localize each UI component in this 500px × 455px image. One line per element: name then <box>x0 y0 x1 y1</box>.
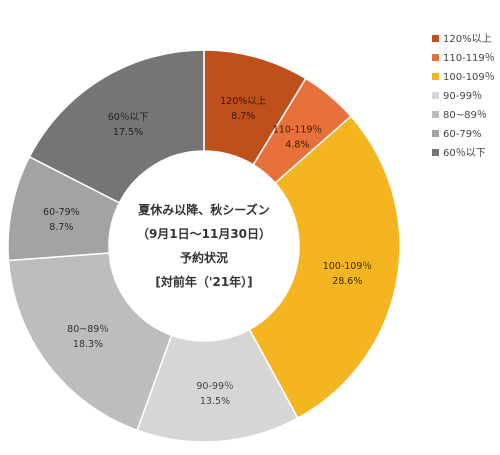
legend-label-1: 120%以上 <box>443 33 492 45</box>
slice-label-category-4: 90-99％ <box>196 381 233 392</box>
center-title-line-4: [対前年（'21年）] <box>155 274 252 289</box>
legend-label-2: 110-119％ <box>443 53 495 64</box>
legend-swatch-4 <box>432 92 439 99</box>
legend-swatch-2 <box>432 54 439 61</box>
legend-label-5: 80~89％ <box>443 110 487 121</box>
slice-label-value-2: 4.8% <box>285 139 309 150</box>
center-title-line-3: 予約状況 <box>180 250 228 265</box>
center-title: 夏休み以降、秋シーズン （9月1日～11月30日） 予約状況 [対前年（'21年… <box>137 202 271 289</box>
slice-labels: 120%以上 8.7% 110-119％ 4.8% 100-109％ 28.6% 90-99… <box>43 96 372 407</box>
legend-swatch-6 <box>432 130 439 137</box>
legend-label-4: 90-99％ <box>443 91 482 102</box>
legend-label-6: 60-79% <box>443 129 482 140</box>
slice-label-category-5: 80~89％ <box>67 324 109 335</box>
donut-slice-7 <box>28 49 205 204</box>
legend: 120%以上 110-119％ 100-109％ 90-99％ 80~89％ 60-79%… <box>432 33 495 159</box>
donut-slice-5 <box>7 252 173 432</box>
legend-swatch-7 <box>432 149 439 156</box>
slice-label-value-1: 8.7% <box>231 111 255 122</box>
slice-label-value-3: 28.6% <box>332 276 362 287</box>
legend-swatch-5 <box>432 111 439 118</box>
donut-slice-3 <box>248 115 401 420</box>
center-title-line-2: （9月1日～11月30日） <box>137 226 271 241</box>
donut-slice-4 <box>136 328 299 443</box>
legend-swatch-1 <box>432 35 439 42</box>
slice-label-value-6: 8.7% <box>49 222 73 233</box>
center-title-line-1: 夏休み以降、秋シーズン <box>138 202 269 217</box>
slice-label-value-5: 18.3% <box>73 339 103 350</box>
slice-label-category-6: 60-79% <box>43 207 80 218</box>
slice-label-category-1: 120%以上 <box>220 96 267 107</box>
slice-label-value-7: 17.5% <box>113 127 143 138</box>
donut-slices <box>7 49 401 443</box>
slice-label-category-2: 110-119％ <box>273 124 322 135</box>
slice-label-category-3: 100-109％ <box>323 261 372 272</box>
legend-label-7: 60％以下 <box>443 148 486 159</box>
legend-swatch-3 <box>432 73 439 80</box>
slice-label-value-4: 13.5% <box>200 396 230 407</box>
slice-label-category-7: 60％以下 <box>108 112 149 123</box>
legend-label-3: 100-109％ <box>443 72 495 83</box>
